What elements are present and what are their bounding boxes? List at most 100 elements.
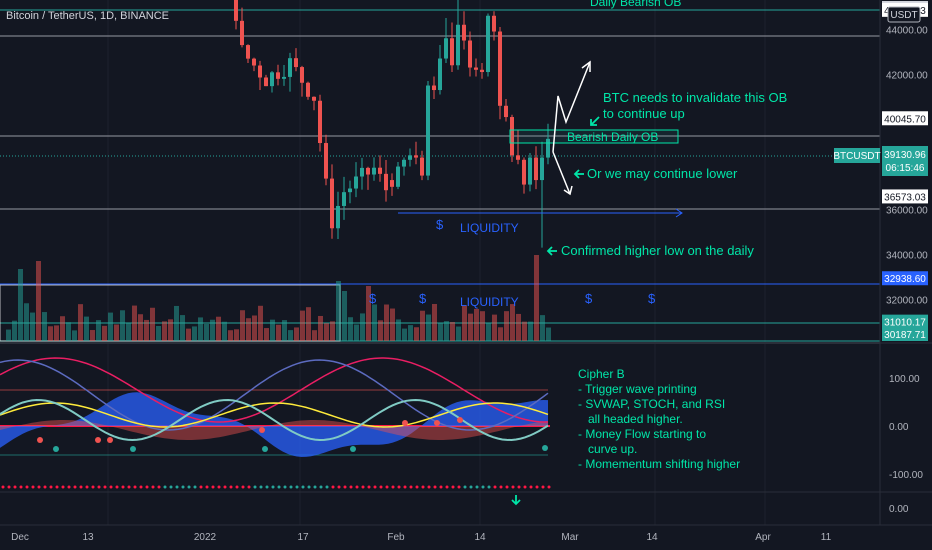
buy-dot	[542, 445, 548, 451]
price-level-label: 36573.03	[884, 192, 926, 203]
volume-bar	[528, 321, 533, 341]
candle-body	[414, 155, 418, 158]
price-level-tag	[882, 111, 928, 126]
momentum-dot	[325, 485, 329, 489]
volume-bar	[216, 316, 221, 341]
volume-bar	[420, 310, 425, 341]
momentum-dot	[265, 485, 269, 489]
volume-bar	[246, 318, 251, 341]
momentum-dot	[295, 485, 299, 489]
momentum-dot	[403, 485, 407, 489]
momentum-dot	[517, 485, 521, 489]
momentum-dot	[115, 485, 119, 489]
liquidity-upper: $ LIQUIDITY	[398, 208, 683, 235]
momentum-dot	[151, 485, 155, 489]
volume-bar	[36, 261, 41, 341]
volume-bar	[228, 330, 233, 341]
volume-bar	[396, 319, 401, 341]
momentum-dot	[85, 485, 89, 489]
candle-body	[516, 155, 520, 160]
time-axis[interactable]: Dec 13 2022 17 Feb 14 Mar 14 Apr 11	[11, 532, 832, 543]
candle-body	[534, 157, 538, 181]
cipher-title: Cipher B	[578, 367, 625, 381]
momentum-dot	[427, 485, 431, 489]
candle-body	[354, 176, 358, 189]
volume-bar	[180, 315, 185, 341]
price-level-tag	[882, 314, 928, 329]
volume-bar	[378, 320, 383, 341]
cipher-line: all headed higher.	[578, 412, 683, 426]
candle-body	[240, 20, 244, 46]
momentum-dot	[133, 485, 137, 489]
momentum-dot	[487, 485, 491, 489]
momentum-dot	[481, 485, 485, 489]
volume-bar	[96, 320, 101, 341]
momentum-dot	[97, 485, 101, 489]
sell-dot	[434, 420, 440, 426]
liquidity-dollar-icon: $	[648, 291, 656, 306]
volume-bar	[294, 327, 299, 341]
down-arrow-icon	[511, 495, 521, 506]
candle-body	[288, 58, 292, 77]
momentum-dot	[385, 485, 389, 489]
momentum-dot	[289, 485, 293, 489]
momentum-dot	[187, 485, 191, 489]
momentum-dot	[169, 485, 173, 489]
momentum-dot	[529, 485, 533, 489]
momentum-dot	[445, 485, 449, 489]
momentum-dot	[25, 485, 29, 489]
momentum-dot	[367, 485, 371, 489]
up-scenario-path	[552, 61, 591, 153]
momentum-dot	[193, 485, 197, 489]
momentum-dot	[79, 485, 83, 489]
volume-bar	[510, 304, 515, 341]
volume-bar	[282, 320, 287, 341]
time-tick-label: Dec	[11, 532, 29, 543]
candle-body	[420, 157, 424, 176]
volume-bar	[384, 304, 389, 341]
momentum-dot	[7, 485, 11, 489]
momentum-dot	[253, 485, 257, 489]
momentum-dot	[463, 485, 467, 489]
volume-bar	[474, 308, 479, 341]
momentum-dot	[241, 485, 245, 489]
momentum-dot	[457, 485, 461, 489]
volume-bar	[450, 322, 455, 341]
volume-bar	[210, 319, 215, 341]
candle-body	[234, 0, 238, 21]
svwap-line	[0, 402, 549, 428]
volume-bar	[414, 327, 419, 341]
candle-body	[546, 138, 550, 158]
momentum-dot	[421, 485, 425, 489]
volume-bar	[12, 320, 17, 341]
momentum-dot	[259, 485, 263, 489]
momentum-dot	[415, 485, 419, 489]
cipher-tick-label: 0.00	[889, 422, 909, 433]
volume-bar	[234, 329, 239, 341]
momentum-dot	[277, 485, 281, 489]
price-level-tag	[882, 271, 928, 286]
time-tick-label: Apr	[755, 532, 771, 543]
volume-bar	[252, 315, 257, 341]
down-arrow-head	[563, 185, 573, 196]
momentum-dot	[535, 485, 539, 489]
volume-bar	[150, 307, 155, 341]
time-tick-label: 11	[821, 532, 832, 543]
candle-body	[360, 167, 364, 177]
volume-bar	[120, 310, 125, 341]
volume-bar	[372, 304, 377, 341]
price-level-label: 32938.60	[884, 274, 926, 285]
candle-body	[264, 77, 268, 87]
momentum-dot	[409, 485, 413, 489]
momentum-dot	[283, 485, 287, 489]
volume-bar	[78, 304, 83, 341]
candle-body	[330, 178, 334, 229]
price-level-label: 31010.17	[884, 318, 926, 329]
volume-bar	[156, 326, 161, 341]
currency-badge[interactable]	[887, 6, 921, 23]
momentum-dot	[19, 485, 23, 489]
volume-bar	[486, 323, 491, 341]
momentum-dot	[229, 485, 233, 489]
time-tick-label: 14	[474, 532, 486, 543]
